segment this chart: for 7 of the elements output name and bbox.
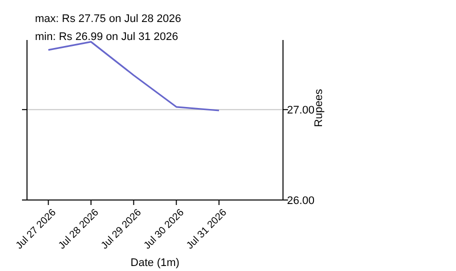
x-axis-title: Date (1m) — [130, 257, 180, 269]
y-axis-title: Rupees — [313, 88, 325, 127]
y-tick-label: 26.00 — [287, 194, 315, 207]
annotation: min: Rs 26.99 on Jul 31 2026 — [35, 31, 178, 43]
y-tick-label: 27.00 — [287, 104, 315, 116]
line-series — [48, 41, 220, 112]
text: max: Rs 27.75 on Jul 28 2026 — [35, 13, 182, 25]
